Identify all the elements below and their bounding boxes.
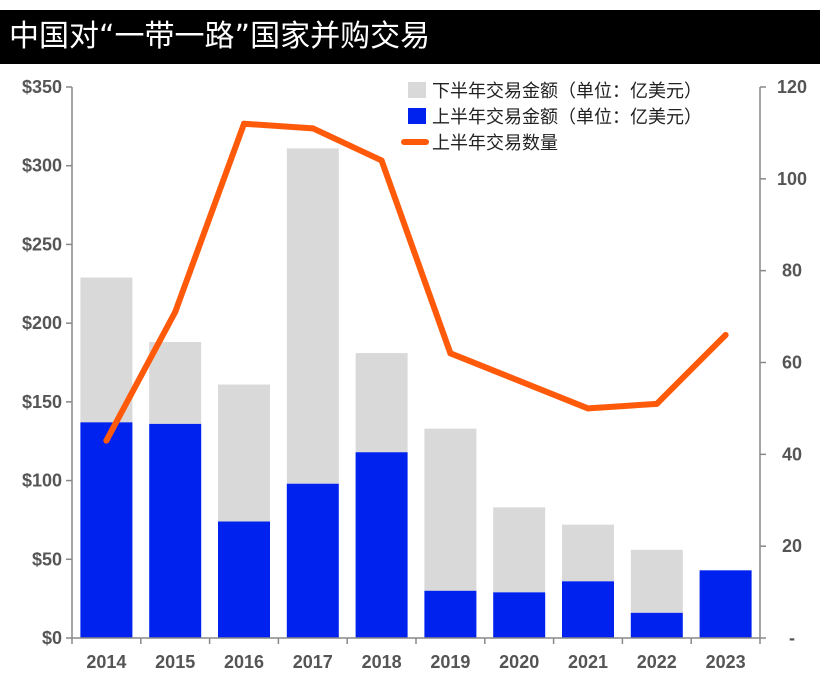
line-point-2014	[103, 437, 110, 444]
y-left-tick-label: $350	[22, 77, 62, 97]
bar-h1-2014	[80, 422, 133, 638]
legend-label: 下半年交易金额（单位：亿美元）	[432, 81, 702, 102]
legend-label: 上半年交易数量	[432, 133, 558, 154]
y-left-tick-label: $200	[22, 313, 62, 333]
x-tick-label-2015: 2015	[155, 652, 195, 672]
legend: 下半年交易金额（单位：亿美元） 上半年交易金额（单位：亿美元） 上半年交易数量	[401, 81, 702, 154]
bars-layer	[80, 148, 752, 638]
bar-h2-2017	[286, 148, 339, 484]
bar-h1-2015	[149, 423, 202, 638]
legend-swatch-h2	[408, 82, 426, 98]
line-point-2019	[447, 350, 454, 357]
bar-h1-2019	[424, 590, 477, 638]
y-left-tick-label: $0	[42, 628, 62, 648]
bar-h2-2016	[218, 384, 270, 522]
axes-layer: $0 $50 $100 $150 $200 $250 $300 $350 - 20 40 60 80 10…	[22, 77, 807, 672]
legend-swatch-h1	[408, 108, 426, 124]
bar-h2-2021	[562, 524, 614, 582]
title-bar: 中国对“一带一路”国家并购交易	[0, 10, 820, 64]
line-point-2016	[241, 120, 247, 127]
bar-h2-2019	[424, 428, 477, 591]
x-tick-label-2016: 2016	[224, 652, 264, 672]
bar-h1-2022	[630, 612, 683, 638]
bar-h1-2017	[286, 483, 339, 638]
y-right-tick-label: 60	[782, 353, 802, 373]
bar-h1-2020	[493, 592, 546, 638]
x-tick-label-2020: 2020	[499, 652, 539, 672]
line-layer	[103, 120, 729, 444]
bar-h2-2015	[149, 342, 202, 424]
bar-h2-2022	[630, 549, 683, 613]
x-tick-label-2021: 2021	[568, 652, 608, 672]
line-point-2015	[172, 308, 179, 315]
bar-h1-2018	[355, 452, 408, 638]
line-point-2023	[722, 331, 729, 338]
bar-h2-2018	[355, 353, 408, 453]
y-right-tick-label: 80	[782, 261, 802, 281]
y-left-tick-label: $150	[22, 392, 62, 412]
line-point-2018	[378, 157, 385, 164]
y-right-tick-label: -	[789, 628, 795, 648]
y-left-tick-label: $100	[22, 471, 62, 491]
line-point-2017	[309, 125, 316, 132]
legend-label: 上半年交易金额（单位：亿美元）	[432, 107, 702, 128]
y-left-tick-label: $250	[22, 234, 62, 254]
x-tick-label-2017: 2017	[293, 652, 333, 672]
y-right-tick-label: 120	[777, 77, 807, 97]
x-tick-label-2022: 2022	[637, 652, 677, 672]
chart-title: 中国对“一带一路”国家并购交易	[9, 19, 431, 54]
line-point-2021	[585, 405, 591, 412]
y-right-tick-label: 40	[782, 444, 802, 464]
bar-h2-2020	[493, 507, 546, 593]
line-point-2022	[653, 400, 660, 407]
y-left-tick-label: $50	[32, 549, 62, 569]
bar-h1-2023	[699, 570, 752, 638]
x-tick-label-2014: 2014	[86, 652, 126, 672]
y-right-tick-label: 100	[777, 169, 807, 189]
x-tick-label-2018: 2018	[362, 652, 402, 672]
y-right-tick-label: 20	[782, 536, 802, 556]
x-tick-label-2019: 2019	[430, 652, 470, 672]
bar-h2-2014	[80, 277, 133, 423]
y-left-tick-label: $300	[22, 156, 62, 176]
bar-h1-2021	[562, 581, 614, 638]
bar-h1-2016	[218, 521, 270, 638]
x-tick-label-2023: 2023	[706, 652, 746, 672]
